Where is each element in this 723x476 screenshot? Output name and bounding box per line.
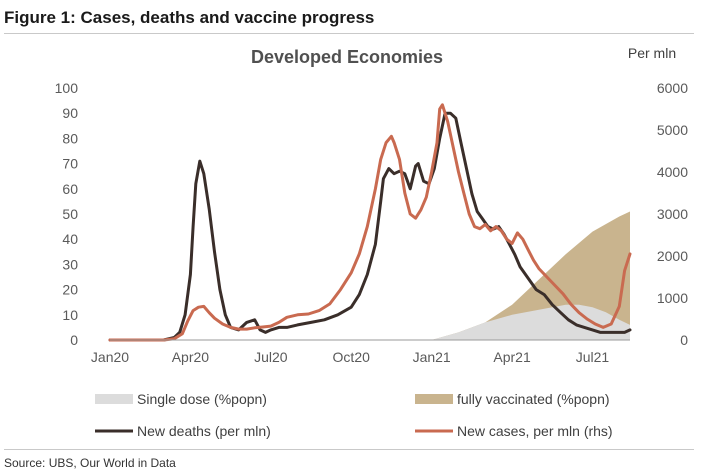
y-left-tick-label: 20: [62, 282, 78, 298]
legend-swatch-fully-vaccinated: [415, 394, 453, 404]
y-left-tick-label: 10: [62, 307, 78, 323]
legend-label-new-cases: New cases, per mln (rhs): [457, 423, 613, 439]
y-left-tick-label: 0: [70, 332, 78, 348]
y-right-tick-label: 6000: [657, 80, 688, 96]
chart-title: Developed Economies: [251, 47, 443, 67]
x-tick-label: Apr21: [493, 349, 531, 365]
x-tick-label: Apr20: [172, 349, 210, 365]
y-right-tick-label: 2000: [657, 248, 688, 264]
legend-label-fully-vaccinated: fully vaccinated (%popn): [457, 391, 610, 407]
x-tick-label: Jan21: [413, 349, 451, 365]
figure-title: Figure 1: Cases, deaths and vaccine prog…: [4, 8, 375, 27]
x-tick-label: Oct20: [333, 349, 371, 365]
title-divider: [4, 33, 694, 34]
right-axis-unit: Per mln: [628, 45, 676, 61]
y-left-tick-label: 40: [62, 231, 78, 247]
y-right-tick-label: 0: [680, 332, 688, 348]
y-right-tick-label: 4000: [657, 164, 688, 180]
source-note: Source: UBS, Our World in Data: [4, 456, 176, 470]
y-left-tick-label: 50: [62, 206, 78, 222]
source-divider: [4, 449, 694, 450]
y-right-tick-label: 1000: [657, 290, 688, 306]
series-line-new-cases: [108, 103, 632, 342]
series-line-new-deaths: [108, 111, 632, 342]
y-left-tick-label: 70: [62, 156, 78, 172]
legend-swatch-single-dose: [95, 394, 133, 404]
y-left-tick-label: 100: [55, 80, 79, 96]
legend-label-single-dose: Single dose (%popn): [137, 391, 267, 407]
y-right-tick-label: 3000: [657, 206, 688, 222]
y-left-tick-label: 60: [62, 181, 78, 197]
x-tick-label: Jan20: [91, 349, 129, 365]
y-right-tick-label: 5000: [657, 122, 688, 138]
legend-label-new-deaths: New deaths (per mln): [137, 423, 271, 439]
x-tick-label: Jul21: [576, 349, 610, 365]
y-left-tick-label: 80: [62, 130, 78, 146]
x-tick-label: Jul20: [254, 349, 288, 365]
y-left-tick-label: 90: [62, 105, 78, 121]
y-left-tick-label: 30: [62, 256, 78, 272]
